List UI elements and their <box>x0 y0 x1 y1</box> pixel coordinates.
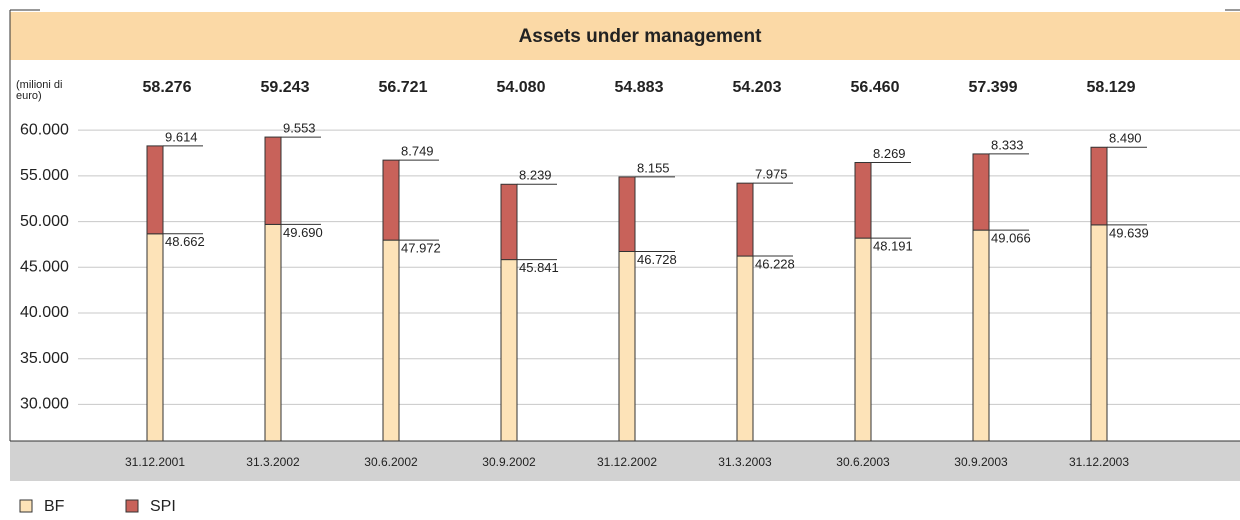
y-tick-label: 35.000 <box>20 350 69 367</box>
x-tick-label: 31.3.2003 <box>718 455 772 469</box>
bar-segment <box>1090 146 1108 226</box>
bar-segment <box>264 223 282 442</box>
y-tick-label: 40.000 <box>20 304 69 321</box>
legend-swatch <box>125 499 139 513</box>
bar-segment <box>264 136 282 225</box>
total-label: 59.243 <box>261 79 310 96</box>
y-tick-label: 30.000 <box>20 396 69 413</box>
value-label: 47.972 <box>401 241 441 256</box>
bar-segment <box>382 239 400 442</box>
bar-segment <box>1090 224 1108 442</box>
title-band <box>10 12 1240 60</box>
legend-swatch <box>19 499 33 513</box>
value-label: 48.662 <box>165 234 205 249</box>
bar-segment <box>736 182 754 257</box>
y-tick-label: 50.000 <box>20 213 69 230</box>
value-label: 7.975 <box>755 167 788 182</box>
y-tick-label: 60.000 <box>20 121 69 138</box>
chart-title: Assets under management <box>519 26 763 47</box>
bar-segment <box>146 145 164 235</box>
value-label: 8.155 <box>637 160 670 175</box>
category-band <box>10 441 1240 481</box>
value-label: 49.690 <box>283 225 323 240</box>
legend-label: SPI <box>150 498 176 515</box>
bar-segment <box>972 229 990 442</box>
bar-segment <box>500 259 518 442</box>
value-label: 49.639 <box>1109 225 1149 240</box>
y-tick-label: 45.000 <box>20 259 69 276</box>
value-label: 45.841 <box>519 260 559 275</box>
legend-label: BF <box>44 498 65 515</box>
bar-segment <box>736 255 754 442</box>
bar-segment <box>146 233 164 442</box>
y-axis-label: (milioni di euro) <box>16 80 63 102</box>
value-label: 8.490 <box>1109 131 1142 146</box>
x-tick-label: 31.12.2003 <box>1069 455 1129 469</box>
value-label: 9.553 <box>283 121 316 136</box>
value-label: 8.749 <box>401 144 434 159</box>
bar-segment <box>854 237 872 442</box>
bar-segment <box>972 153 990 231</box>
axis-label-box: (milioni di euro) <box>16 80 63 102</box>
x-tick-label: 31.12.2001 <box>125 455 185 469</box>
x-tick-label: 31.12.2002 <box>597 455 657 469</box>
value-label: 9.614 <box>165 129 198 144</box>
bar-segment <box>854 162 872 239</box>
total-label: 56.721 <box>379 79 428 96</box>
total-label: 58.276 <box>143 79 192 96</box>
x-tick-label: 30.9.2002 <box>482 455 536 469</box>
value-label: 8.333 <box>991 137 1024 152</box>
total-label: 54.203 <box>733 79 782 96</box>
total-label: 56.460 <box>851 79 900 96</box>
x-tick-label: 30.6.2002 <box>364 455 418 469</box>
bar-segment <box>382 159 400 241</box>
bar-segment <box>500 183 518 261</box>
value-label: 46.728 <box>637 252 677 267</box>
value-label: 46.228 <box>755 256 795 271</box>
x-tick-label: 30.6.2003 <box>836 455 890 469</box>
value-label: 48.191 <box>873 239 913 254</box>
value-label: 8.269 <box>873 146 906 161</box>
y-tick-label: 55.000 <box>20 167 69 184</box>
value-label: 49.066 <box>991 231 1031 246</box>
bar-segment <box>618 176 636 252</box>
total-label: 57.399 <box>969 79 1018 96</box>
total-label: 58.129 <box>1087 79 1136 96</box>
bar-segment <box>618 250 636 442</box>
value-label: 8.239 <box>519 168 552 183</box>
total-label: 54.080 <box>497 79 546 96</box>
total-label: 54.883 <box>615 79 664 96</box>
x-tick-label: 30.9.2003 <box>954 455 1008 469</box>
x-tick-label: 31.3.2002 <box>246 455 300 469</box>
